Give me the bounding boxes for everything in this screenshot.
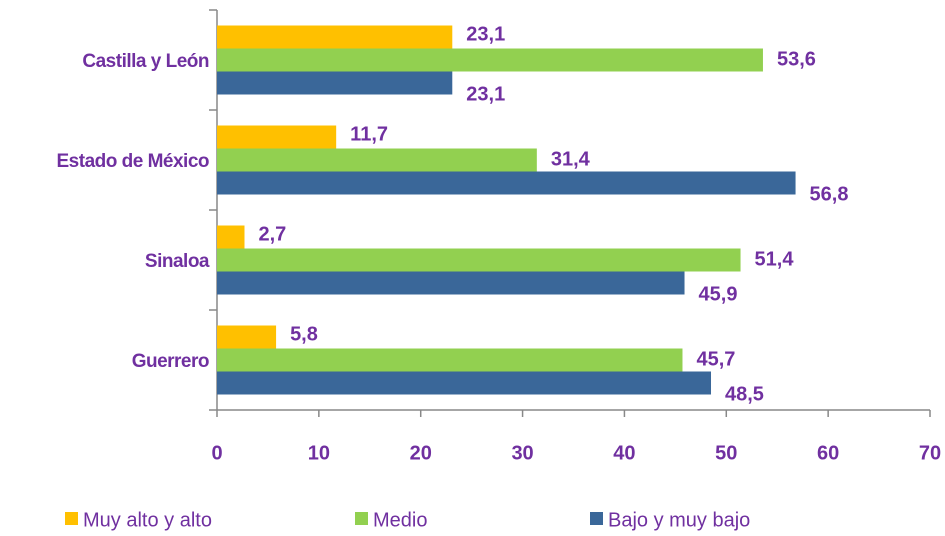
x-tick-label: 0 (211, 442, 222, 464)
legend-label: Muy alto y alto (83, 509, 212, 531)
bar (217, 125, 337, 149)
x-tick-label: 10 (308, 442, 330, 464)
category-label: Sinaloa (145, 251, 210, 272)
category-label: Guerrero (132, 351, 209, 372)
value-label: 23,1 (466, 23, 505, 45)
legend-label: Medio (373, 509, 427, 531)
x-tick-label: 70 (919, 442, 941, 464)
value-label: 11,7 (350, 123, 388, 145)
value-label: 2,7 (259, 223, 287, 245)
bar (217, 71, 453, 95)
value-label: 48,5 (725, 383, 764, 405)
value-label: 51,4 (755, 248, 795, 270)
bar (217, 148, 537, 172)
category-label: Castilla y León (82, 51, 209, 72)
value-label: 45,9 (699, 283, 738, 305)
x-tick-label: 20 (410, 442, 432, 464)
bar (217, 348, 683, 372)
bar (217, 48, 763, 72)
value-label: 23,1 (466, 83, 505, 105)
legend-swatch (355, 512, 368, 525)
bar (217, 25, 453, 49)
bar (217, 171, 796, 195)
bar (217, 271, 685, 295)
bar (217, 325, 277, 349)
legend-label: Bajo y muy bajo (608, 509, 750, 531)
value-label: 5,8 (290, 323, 318, 345)
value-label: 56,8 (810, 183, 849, 205)
x-tick-label: 60 (817, 442, 839, 464)
legend-swatch (65, 512, 78, 525)
x-tick-label: 50 (715, 442, 737, 464)
bar (217, 248, 741, 272)
value-label: 45,7 (696, 348, 735, 370)
x-tick-label: 40 (613, 442, 635, 464)
category-label: Estado de México (57, 151, 210, 172)
x-tick-label: 30 (511, 442, 533, 464)
bar (217, 371, 712, 395)
bar (217, 225, 245, 249)
value-label: 31,4 (551, 148, 591, 170)
value-label: 53,6 (777, 48, 816, 70)
legend-swatch (590, 512, 603, 525)
